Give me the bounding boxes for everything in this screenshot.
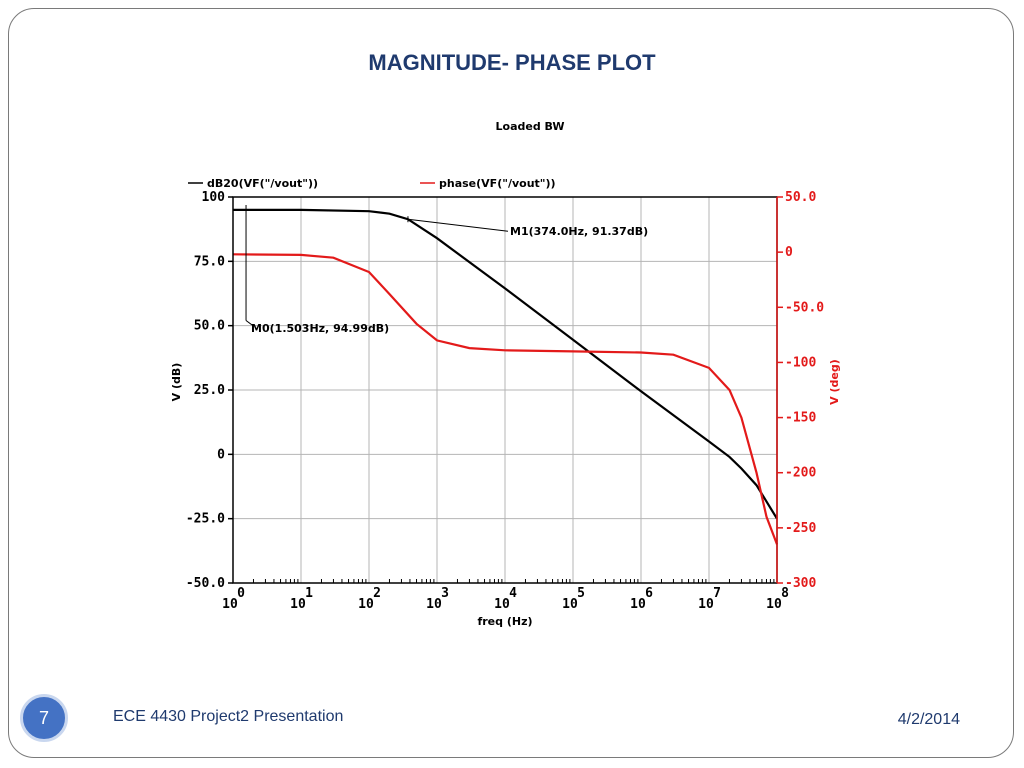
y-right-tick-label: -100 (785, 355, 816, 370)
y-left-tick-label: -50.0 (186, 576, 225, 591)
x-tick-label: 10 (358, 597, 374, 612)
chart-markers: M0(1.503Hz, 94.99dB) M1(374.0Hz, 91.37dB) (245, 205, 648, 335)
x-tick-label: 10 (766, 597, 782, 612)
y-left-tick-label: 75.0 (194, 254, 225, 269)
x-tick-label: 10 (698, 597, 714, 612)
page-number: 7 (20, 694, 68, 742)
chart-title: Loaded BW (496, 120, 565, 133)
y-right-tick-label: -150 (785, 411, 816, 426)
y-right-tick-label: 50.0 (785, 190, 816, 205)
marker-m1-label: M1(374.0Hz, 91.37dB) (510, 225, 648, 238)
x-tick-exponent: 8 (781, 586, 789, 601)
chart-axes: 10075.050.025.00-25.0-50.050.00-50.0-100… (170, 190, 841, 628)
x-tick-exponent: 1 (305, 586, 313, 601)
x-tick-label: 10 (630, 597, 646, 612)
legend-magnitude-label: dB20(VF("/vout")) (207, 177, 318, 190)
chart-grid (232, 196, 778, 584)
marker-m0-label: M0(1.503Hz, 94.99dB) (251, 322, 389, 335)
x-tick-exponent: 7 (713, 586, 721, 601)
y-right-tick-label: 0 (785, 245, 793, 260)
x-tick-label: 10 (290, 597, 306, 612)
slide-title: MAGNITUDE- PHASE PLOT (368, 50, 656, 75)
x-tick-exponent: 2 (373, 586, 381, 601)
marker-m1-leader (407, 218, 509, 232)
y-left-tick-label: -25.0 (186, 512, 225, 527)
y-right-axis-label: V (deg) (828, 359, 841, 405)
y-right-tick-label: -50.0 (785, 300, 824, 315)
bode-plot: Loaded BW dB20(VF("/vout")) phase(VF("/vo… (170, 120, 841, 628)
x-tick-label: 10 (494, 597, 510, 612)
x-tick-label: 10 (562, 597, 578, 612)
magnitude-line (233, 208, 778, 520)
y-left-axis-label: V (dB) (170, 363, 183, 402)
x-tick-exponent: 5 (577, 586, 585, 601)
y-left-tick-label: 0 (217, 447, 225, 462)
y-left-tick-label: 50.0 (194, 319, 225, 334)
x-axis-label: freq (Hz) (477, 615, 532, 628)
x-tick-label: 10 (222, 597, 238, 612)
slide-frame (8, 8, 1014, 758)
footer-date: 4/2/2014 (897, 711, 960, 728)
footer-text: ECE 4430 Project2 Presentation (113, 708, 344, 725)
x-tick-exponent: 0 (237, 586, 245, 601)
y-right-tick-label: -300 (785, 576, 816, 591)
x-tick-label: 10 (426, 597, 442, 612)
x-tick-exponent: 4 (509, 586, 517, 601)
phase-line (232, 253, 779, 545)
y-right-tick-label: -250 (785, 521, 816, 536)
x-tick-exponent: 3 (441, 586, 449, 601)
y-left-tick-label: 100 (202, 190, 226, 205)
y-right-tick-label: -200 (785, 466, 816, 481)
marker-m0-leader (245, 320, 254, 327)
x-tick-exponent: 6 (645, 586, 653, 601)
legend-phase-label: phase(VF("/vout")) (439, 177, 556, 190)
chart-series (232, 208, 779, 545)
chart-legend: dB20(VF("/vout")) phase(VF("/vout")) (188, 177, 556, 190)
y-left-tick-label: 25.0 (194, 383, 225, 398)
